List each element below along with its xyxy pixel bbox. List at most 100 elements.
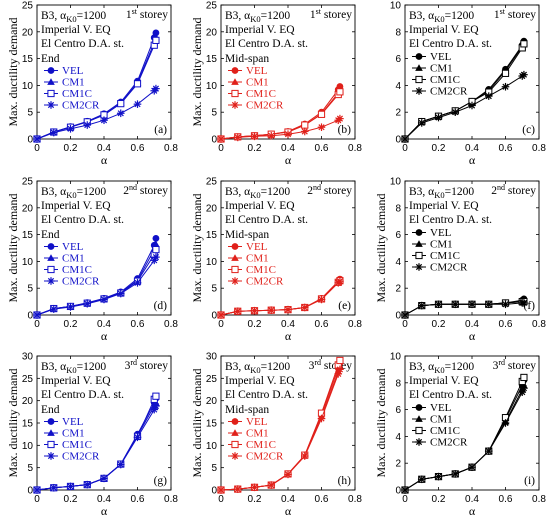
series-cm2cr [33, 84, 160, 143]
storey-superscript: rd [314, 358, 321, 367]
data-point [317, 123, 326, 132]
y-tick-label: 5 [27, 108, 33, 119]
legend-marker [47, 101, 55, 109]
station-label: El Centro D.A. st. [225, 389, 308, 401]
star-marker-d2 [418, 119, 425, 127]
star-marker-d2 [452, 109, 459, 116]
earthquake-label: Imperial V. EQ [409, 24, 479, 36]
x-tick-label: 0.2 [432, 319, 446, 330]
x-tick-label: 0 [402, 319, 408, 330]
station-label: El Centro D.A. st. [409, 214, 492, 226]
series-line [220, 369, 341, 491]
legend-marker [47, 67, 55, 74]
data-point [49, 128, 58, 137]
star-marker-d2 [231, 101, 239, 109]
data-point [33, 486, 41, 494]
data-point [152, 36, 160, 44]
y-tick-label: 10 [206, 441, 218, 452]
y-tick-label: 15 [22, 230, 34, 241]
y-tick-label: 4 [395, 432, 401, 443]
earthquake-label: Imperial V. EQ [409, 200, 479, 212]
legend-entry: VEL [62, 65, 84, 77]
data-point [434, 300, 443, 309]
legend-entry: VEL [430, 402, 452, 414]
x-tick-label: 0.6 [315, 494, 329, 505]
case-value: =1200 [77, 10, 107, 22]
data-point [468, 463, 476, 472]
data-point [133, 80, 142, 88]
data-point [484, 447, 493, 455]
star-marker-d2 [415, 438, 423, 446]
legend-entry: CM2CR [430, 86, 468, 98]
data-point [484, 92, 493, 100]
case-label: B3, αK0=1200 [41, 10, 106, 24]
star-marker-d2 [33, 135, 41, 143]
series-cm2cr [401, 384, 528, 494]
data-point [116, 289, 125, 298]
y-tick-label: 4 [395, 257, 401, 268]
storey-superscript: rd [498, 358, 505, 367]
data-point [336, 356, 344, 365]
legend-entry: CM1C [430, 250, 460, 262]
x-tick-label: 0.4 [97, 319, 111, 330]
legend-marker [47, 440, 55, 449]
star-marker-d2 [50, 484, 57, 491]
data-point [451, 300, 460, 309]
case-label: B3, αK0=1200 [41, 361, 106, 375]
star-marker-d2 [268, 132, 275, 139]
x-tick-label: 0.2 [248, 143, 262, 154]
storey-word: storey [321, 9, 352, 21]
data-point [152, 84, 160, 93]
x-axis-label: α [285, 153, 292, 167]
data-point [217, 135, 225, 143]
star-marker-d2 [502, 301, 509, 308]
y-tick-label: 25 [22, 1, 34, 12]
x-axis-label: α [469, 329, 476, 343]
star-marker-d2 [502, 419, 509, 427]
series-cm2cr [217, 114, 344, 143]
star-marker-d2 [217, 311, 225, 319]
case-label: B3, αK0=1200 [409, 186, 474, 200]
data-point [317, 295, 326, 304]
data-point [250, 483, 259, 492]
x-tick-label: 0 [402, 143, 408, 154]
y-tick-label: 20 [206, 27, 218, 38]
x-tick-label: 0.6 [499, 143, 513, 154]
legend-entry: VEL [246, 416, 268, 428]
y-tick-label: 6 [395, 230, 401, 241]
y-tick-label: 0 [395, 486, 401, 497]
storey-label: 2nd storey [307, 183, 352, 197]
star-marker-d2 [134, 434, 141, 441]
data-point [233, 307, 242, 316]
legend-marker [415, 438, 423, 446]
legend-marker [231, 429, 239, 436]
star-marker-d2 [520, 299, 528, 307]
data-point [468, 101, 476, 110]
x-tick-label: 0.6 [131, 494, 145, 505]
legend-entry: CM1C [430, 425, 460, 437]
x-tick-label: 0 [34, 319, 40, 330]
location-label: Mid-span [225, 229, 269, 241]
station-label: El Centro D.A. st. [409, 38, 492, 50]
legend-entry: CM1 [62, 253, 85, 265]
data-point [401, 311, 409, 319]
station-label: El Centro D.A. st. [409, 389, 492, 401]
data-point [217, 311, 225, 319]
legend-entry: CM1C [62, 264, 92, 276]
star-marker-d2 [435, 473, 442, 480]
case-label: B3, αK0=1200 [225, 361, 290, 375]
data-point [49, 483, 58, 492]
case-subscript: K0 [434, 190, 444, 200]
data-point [401, 135, 409, 143]
star-marker-d2 [251, 484, 258, 491]
data-point [116, 460, 125, 469]
case-label: B3, αK0=1200 [225, 10, 290, 24]
y-tick-label: 2 [395, 108, 401, 119]
x-tick-label: 0.4 [281, 494, 295, 505]
data-point [501, 300, 510, 309]
case-subscript: K0 [434, 365, 444, 375]
case-subscript: K0 [250, 365, 260, 375]
case-value: =1200 [261, 361, 291, 373]
x-tick-label: 0.8 [532, 319, 546, 330]
